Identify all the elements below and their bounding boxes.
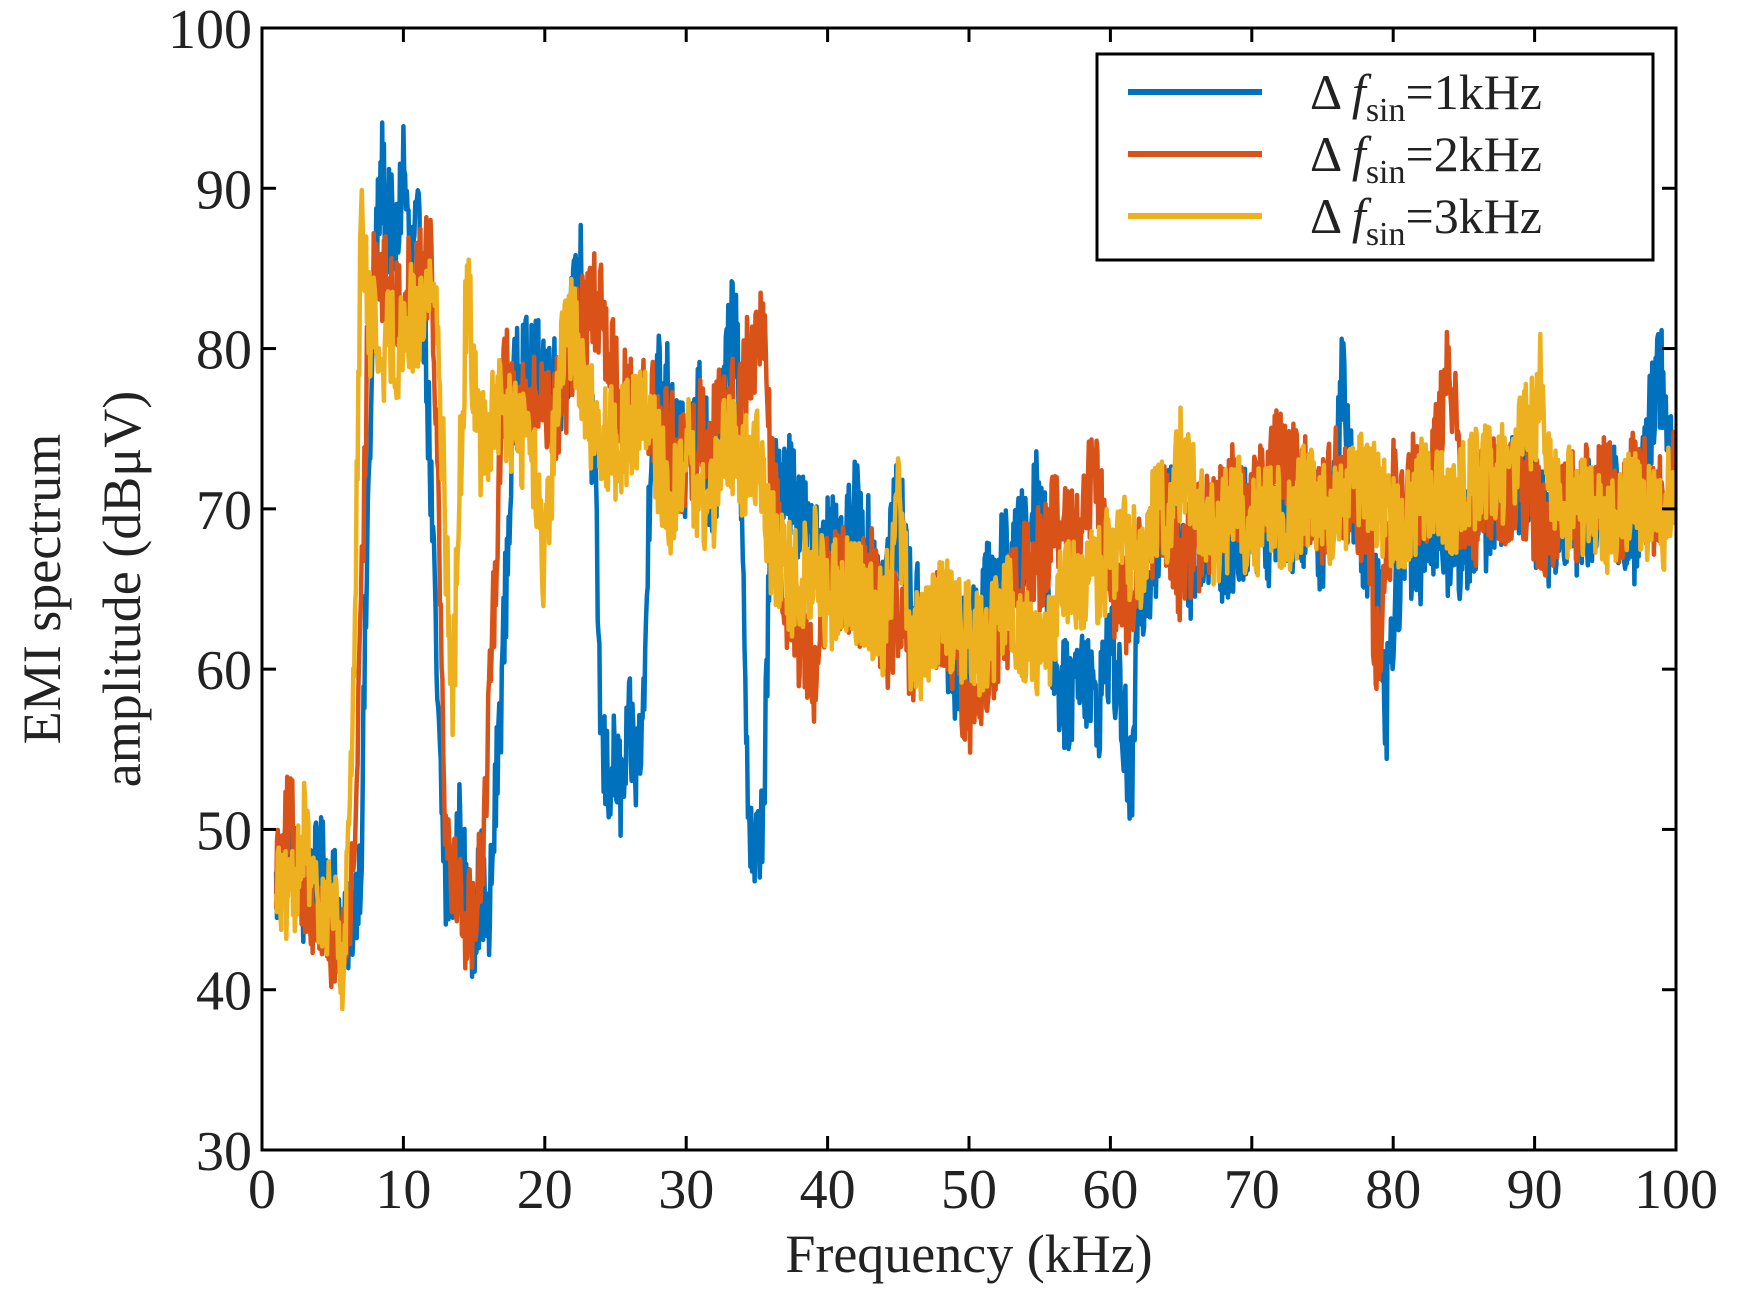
x-tick-label: 90 [1507, 1159, 1563, 1221]
y-tick-label: 70 [196, 480, 252, 542]
x-tick-label: 20 [517, 1159, 573, 1221]
x-axis-label: Frequency (kHz) [785, 1224, 1152, 1284]
x-tick-label: 50 [941, 1159, 997, 1221]
y-tick-label: 90 [196, 159, 252, 221]
x-tick-label: 0 [248, 1159, 276, 1221]
y-axis-label-line1: EMI spectrum [12, 434, 72, 744]
y-tick-label: 80 [196, 320, 252, 382]
y-tick-label: 40 [196, 961, 252, 1023]
y-tick-label: 50 [196, 800, 252, 862]
x-axis: 0 10 20 30 40 50 60 70 80 90 100 [248, 28, 1718, 1221]
series-layer [273, 120, 1676, 1012]
x-tick-label: 60 [1082, 1159, 1138, 1221]
y-tick-label: 30 [196, 1121, 252, 1183]
y-tick-label: 60 [196, 640, 252, 702]
x-tick-label: 40 [800, 1159, 856, 1221]
y-tick-label: 100 [168, 0, 252, 61]
series-line-3 [273, 187, 1676, 1012]
legend-label-1: Δ fsin=1kHz [1310, 64, 1542, 129]
x-tick-label: 80 [1365, 1159, 1421, 1221]
x-tick-label: 10 [375, 1159, 431, 1221]
legend-box [1095, 52, 1655, 262]
legend-label-3: Δ fsin=3kHz [1310, 188, 1542, 253]
x-tick-label: 70 [1224, 1159, 1280, 1221]
legend-label-2: Δ fsin=2kHz [1310, 126, 1542, 191]
y-axis: 30 40 50 60 70 80 90 100 [168, 0, 1676, 1183]
x-tick-label: 30 [658, 1159, 714, 1221]
x-tick-label: 100 [1634, 1159, 1718, 1221]
y-axis-label-line2: amplitude (dBμV) [92, 391, 152, 787]
